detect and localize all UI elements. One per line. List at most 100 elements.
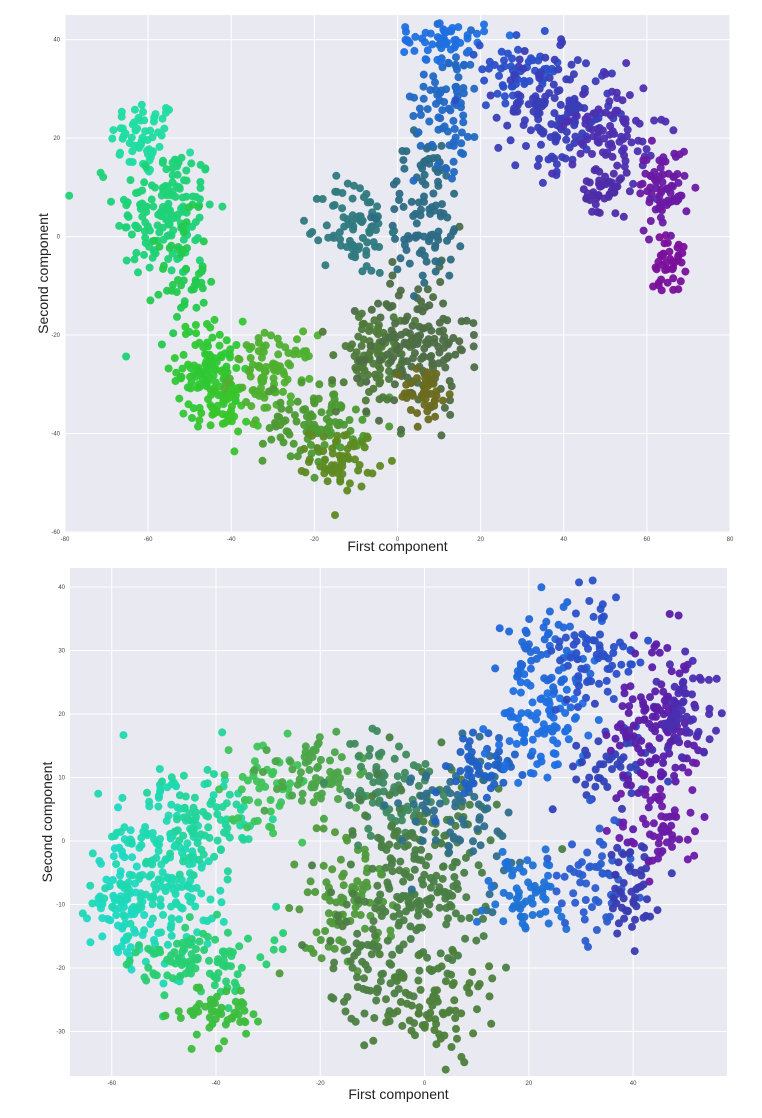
scatter-point [149,202,158,211]
scatter-point [353,929,362,938]
scatter-point [310,420,319,429]
scatter-point [631,868,640,877]
scatter-point [179,202,188,211]
scatter-point [602,676,611,685]
scatter-point [416,985,425,994]
scatter-point [522,629,531,637]
scatter-point [208,796,217,805]
scatter-point [653,794,662,803]
scatter-point [124,932,133,941]
scatter-point [195,195,204,204]
scatter-point [668,842,676,851]
scatter-point [396,286,405,295]
scatter-point [180,803,189,812]
scatter-point [368,724,377,733]
scatter-point [480,822,489,831]
scatter-point [457,139,466,148]
scatter-point [360,974,368,983]
scatter-point [418,324,427,333]
scatter-point [126,943,135,952]
scatter-point [115,221,124,230]
scatter-point [413,374,421,383]
scatter-point [195,416,204,425]
scatter-point [407,1001,416,1010]
scatter-point [535,84,544,93]
scatter-point [460,868,469,877]
scatter-point [688,656,697,665]
scatter-point [165,188,174,197]
scatter-point [399,877,408,886]
scatter-point [308,431,317,440]
scatter-point [420,380,429,389]
scatter-point [263,403,272,412]
scatter-point [382,1018,391,1027]
scatter-point [614,919,623,928]
scatter-point [321,927,330,935]
scatter-point [562,925,571,933]
scatter-point [377,841,386,850]
scatter-point [364,370,372,379]
scatter-point [316,936,325,944]
scatter-point [620,914,629,923]
scatter-point [331,511,339,520]
scatter-point [238,317,247,326]
y-axis-title: Second component [35,213,51,334]
scatter-point [257,373,266,382]
scatter-point [362,250,371,259]
scatter-point [322,221,331,230]
scatter-point [459,150,468,158]
scatter-point [370,1014,379,1022]
scatter-point [165,244,174,252]
scatter-point [667,725,676,733]
scatter-point [454,23,463,32]
scatter-point [447,970,456,979]
scatter-point [141,957,150,966]
scatter-point [415,198,423,207]
scatter-point [262,960,271,969]
scatter-point [417,354,426,363]
scatter-point [543,773,552,782]
scatter-point [670,806,679,815]
scatter-point [201,1002,210,1011]
scatter-point [158,223,167,232]
scatter-point [224,1004,233,1013]
scatter-point [674,689,683,698]
scatter-point [185,860,194,869]
scatter-point [215,330,224,339]
scatter-point [357,482,366,491]
scatter-point [130,925,139,934]
scatter-point [244,835,253,844]
scatter-point [352,366,361,375]
scatter-point [497,64,505,73]
scatter-point [478,65,487,74]
scatter-point [361,396,370,405]
scatter-point [376,313,385,322]
y-tick-label: -60 [51,530,60,536]
x-tick-label: -40 [227,537,236,543]
scatter-point [649,819,658,828]
scatter-point [459,734,468,743]
scatter-point [594,654,603,663]
scatter-point [360,443,369,452]
scatter-point [417,792,426,800]
scatter-point [539,720,548,729]
scatter-point [327,777,336,786]
scatter-point [495,740,504,749]
scatter-point [265,387,273,396]
scatter-point [623,125,632,134]
scatter-point [550,761,559,770]
scatter-point [605,97,614,106]
scatter-point [597,182,606,190]
scatter-point [356,911,365,919]
scatter-point [493,89,502,98]
scatter-point [168,873,176,882]
scatter-point [158,158,167,167]
scatter-point [167,920,176,929]
scatter-point [434,964,443,973]
scatter-point [184,400,193,409]
scatter-point [193,953,202,962]
scatter-point [223,928,232,937]
scatter-point [606,746,615,755]
scatter-point [286,392,295,401]
scatter-point [328,376,337,385]
